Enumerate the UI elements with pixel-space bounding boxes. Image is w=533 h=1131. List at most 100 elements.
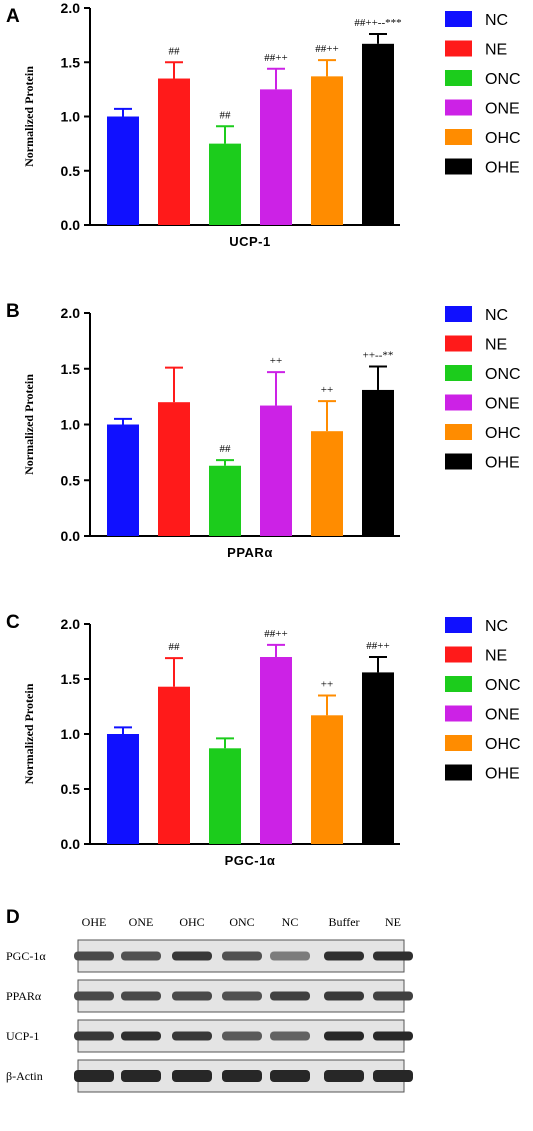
blot-band — [172, 1031, 212, 1041]
bar-ohc — [311, 76, 343, 225]
bar-ohc — [311, 715, 343, 844]
blot-band — [373, 1070, 413, 1082]
y-tick-label: 2.0 — [61, 305, 81, 321]
lane-label: NE — [385, 915, 401, 929]
legend-label-ohe: OHE — [485, 455, 520, 472]
blot-strip — [74, 1019, 413, 1053]
bar-one — [260, 89, 292, 225]
legend-label-one: ONE — [485, 707, 520, 724]
legend-swatch-onc — [445, 365, 472, 381]
bar-nc — [107, 734, 139, 844]
chart-panel-c: C 0.0 0.5 1.0 1.5 2.0 Normalized Protein PGC-1α… — [0, 600, 533, 900]
chart-panel-b: B 0.0 0.5 1.0 1.5 2.0 Normalized Protein PPARα #… — [0, 292, 533, 600]
blot-strip — [74, 979, 413, 1013]
legend-label-ohc: OHC — [485, 736, 521, 753]
significance-label-ohc: ##++ — [315, 43, 338, 55]
panel-label: D — [6, 907, 20, 928]
legend-swatch-onc — [445, 70, 472, 86]
blot-band — [222, 1031, 262, 1041]
bar-ne — [158, 402, 190, 536]
y-tick-label: 0.0 — [61, 836, 81, 852]
blot-band — [74, 991, 114, 1001]
bar-one — [260, 657, 292, 844]
blot-band — [121, 1031, 161, 1041]
chart-c-svg: C 0.0 0.5 1.0 1.5 2.0 Normalized Protein PGC-1α… — [6, 612, 521, 868]
significance-label-one: ++ — [270, 355, 282, 367]
significance-label-one: ##++ — [264, 628, 287, 640]
significance-label-onc: ## — [220, 109, 232, 121]
legend-swatch-ohc — [445, 129, 472, 145]
blot-band — [121, 951, 161, 961]
bar-onc — [209, 748, 241, 844]
lane-label: ONC — [229, 915, 254, 929]
blot-band — [74, 1070, 114, 1082]
blot-band — [222, 951, 262, 961]
blot-band — [270, 991, 310, 1001]
blot-row-label: β-Actin — [6, 1069, 43, 1083]
blot-band — [324, 1070, 364, 1082]
blot-band — [324, 951, 364, 961]
lane-label: ONE — [129, 915, 154, 929]
bar-one — [260, 405, 292, 536]
bar-ohe — [362, 43, 394, 226]
legend-label-ohe: OHE — [485, 766, 520, 783]
legend-label-nc: NC — [485, 618, 508, 635]
significance-label-ohe: ##++--*** — [354, 17, 401, 29]
legend-swatch-ne — [445, 335, 472, 352]
legend-label-one: ONE — [485, 396, 520, 413]
blot-band — [222, 1070, 262, 1082]
y-tick-label: 0.5 — [61, 472, 81, 488]
y-tick-label: 0.0 — [61, 528, 81, 544]
bar-ohe — [362, 672, 394, 844]
legend-label-onc: ONC — [485, 366, 521, 383]
legend-label-onc: ONC — [485, 677, 521, 694]
y-tick-label: 1.5 — [61, 54, 81, 70]
significance-label-ohc: ++ — [321, 679, 333, 691]
chart-b-svg: B 0.0 0.5 1.0 1.5 2.0 Normalized Protein PPARα #… — [6, 301, 521, 560]
chart-a-svg: A 0.0 0.5 1.0 1.5 2.0 Normalized Protein UCP-1 #… — [6, 0, 521, 249]
y-tick-label: 0.5 — [61, 781, 81, 797]
y-axis-label: Normalized Protein — [22, 374, 36, 475]
panel-label: B — [6, 301, 20, 322]
lane-label: OHC — [179, 915, 204, 929]
significance-label-ohe: ++--** — [363, 350, 394, 362]
legend-swatch-nc — [445, 617, 472, 633]
lane-label: Buffer — [328, 915, 359, 929]
blot-band — [270, 951, 310, 961]
legend-swatch-nc — [445, 11, 472, 27]
blot-band — [270, 1031, 310, 1041]
blot-band — [121, 991, 161, 1001]
blot-band — [74, 1031, 114, 1041]
legend-label-nc: NC — [485, 307, 508, 324]
bar-nc — [107, 424, 139, 536]
significance-label-one: ##++ — [264, 52, 287, 64]
lane-label: OHE — [82, 915, 107, 929]
legend-label-ohc: OHC — [485, 425, 521, 442]
y-axis-label: Normalized Protein — [22, 66, 36, 167]
bar-onc — [209, 143, 241, 225]
x-axis-title: UCP-1 — [229, 234, 271, 249]
blot-band — [324, 1031, 364, 1041]
blot-band — [222, 991, 262, 1001]
bar-ohc — [311, 431, 343, 536]
bar-ohe — [362, 389, 394, 536]
y-axis-label: Normalized Protein — [22, 683, 36, 784]
legend-label-ohc: OHC — [485, 130, 521, 147]
legend-label-ne: NE — [485, 337, 507, 354]
western-blot-panel: D OHE ONE OHC ONC NC Buffer NE PGC-1α PPARα UCP-1 β… — [0, 900, 533, 1126]
panel-label: A — [6, 6, 20, 27]
bar-ne — [158, 78, 190, 226]
blot-band — [74, 951, 114, 961]
bar-nc — [107, 116, 139, 225]
legend-swatch-ohe — [445, 764, 472, 781]
y-tick-label: 1.5 — [61, 361, 81, 377]
blot-band — [324, 991, 364, 1001]
blot-row-label: PPARα — [6, 989, 42, 1003]
legend-swatch-ne — [445, 40, 472, 57]
blot-band — [172, 991, 212, 1001]
blot-strip — [74, 939, 413, 973]
legend-label-ne: NE — [485, 648, 507, 665]
blot-row-label: UCP-1 — [6, 1029, 39, 1043]
legend-label-nc: NC — [485, 12, 508, 29]
legend-swatch-one — [445, 394, 472, 411]
